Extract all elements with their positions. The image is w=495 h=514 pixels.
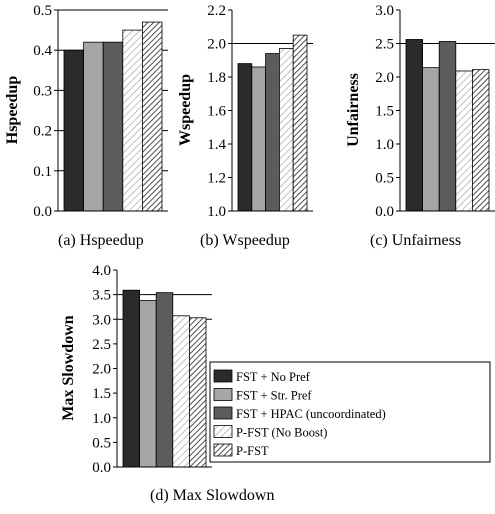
panel-caption: (c) Unfairness (370, 232, 461, 249)
y-tick-label: 1.0 (375, 137, 394, 153)
bar-a-1 (64, 50, 84, 211)
legend-entry: FST + HPAC (uncoordinated) (236, 407, 386, 421)
legend-entry: FST + Str. Pref (236, 389, 312, 403)
y-tick-label: 0.5 (375, 171, 394, 187)
y-tick-label: 1.8 (207, 70, 226, 86)
bar-c-5 (472, 70, 489, 211)
y-tick-label: 1.5 (92, 386, 111, 402)
panel-c: 0.0 0.5 1.0 1.5 2.0 2.5 3.0 Unfairness (c) Unfai… (345, 3, 495, 249)
y-axis-label: Max Slowdown (60, 315, 77, 420)
y-tick-label: 1.4 (207, 137, 226, 153)
legend-entry: FST + No Pref (236, 370, 311, 384)
bar-b-4 (279, 49, 293, 211)
y-tick-label: 0.2 (33, 124, 52, 140)
y-tick-label: 0.5 (33, 3, 52, 19)
y-axis-label: Wspeedup (177, 74, 194, 146)
y-axis-label: Unfairness (345, 73, 362, 147)
bar-d-4 (173, 316, 190, 467)
bar-b-1 (238, 64, 252, 211)
bar-c-2 (423, 68, 440, 211)
panel-a: 0.0 0.1 0.2 0.3 0.4 0.5 Hspeedup (a) Hspeedup (4, 3, 168, 249)
y-tick-label: 3.5 (92, 288, 111, 304)
y-tick-label: 0.3 (33, 83, 52, 99)
legend-swatch (214, 407, 232, 419)
y-tick-label: 0.1 (33, 164, 52, 180)
bar-d-5 (189, 318, 206, 467)
y-tick-label: 3.0 (375, 3, 394, 19)
bar-c-4 (456, 71, 473, 211)
legend-swatch (214, 370, 232, 382)
y-tick-label: 2.0 (92, 362, 111, 378)
bar-d-3 (156, 293, 173, 467)
y-tick-label: 2.5 (375, 37, 394, 53)
bar-a-5 (142, 22, 162, 211)
panel-b: 1.0 1.2 1.4 1.6 1.8 2.0 2.2 Wspeedup (b) Wspeedu… (177, 3, 313, 249)
bar-c-3 (439, 41, 456, 211)
panel-caption: (d) Max Slowdown (150, 487, 274, 504)
legend-entry: P-FST (No Boost) (236, 426, 327, 440)
bar-b-5 (293, 35, 307, 211)
y-tick-label: 0.0 (33, 204, 52, 220)
bar-b-2 (252, 67, 266, 211)
bar-b-3 (266, 54, 280, 211)
y-tick-label: 0.4 (33, 43, 52, 59)
legend-swatch (214, 426, 232, 438)
y-tick-label: 0.0 (92, 460, 111, 476)
bar-d-2 (140, 301, 157, 467)
y-tick-label: 0.0 (375, 204, 394, 220)
y-axis-label: Hspeedup (4, 76, 21, 145)
y-tick-label: 4.0 (92, 263, 111, 279)
y-tick-label: 1.6 (207, 104, 226, 120)
panel-caption: (b) Wspeedup (200, 232, 290, 249)
bar-a-2 (84, 42, 104, 211)
y-tick-label: 1.0 (207, 204, 226, 220)
legend-entry: P-FST (236, 444, 269, 458)
bar-a-3 (103, 42, 123, 211)
y-tick-label: 1.2 (207, 171, 226, 187)
legend-swatch (214, 389, 232, 401)
bar-a-4 (123, 30, 143, 211)
y-tick-label: 3.0 (92, 312, 111, 328)
y-tick-label: 1.0 (92, 411, 111, 427)
legend: FST + No Pref FST + Str. Pref FST + HPAC (… (210, 362, 490, 462)
legend-swatch (214, 444, 232, 456)
y-tick-label: 2.0 (375, 70, 394, 86)
y-tick-label: 2.0 (207, 37, 226, 53)
y-tick-label: 2.5 (92, 337, 111, 353)
bar-d-1 (123, 290, 140, 467)
y-tick-label: 0.5 (92, 435, 111, 451)
y-tick-label: 1.5 (375, 104, 394, 120)
y-tick-label: 2.2 (207, 3, 226, 19)
panel-caption: (a) Hspeedup (58, 232, 144, 249)
bar-c-1 (406, 39, 423, 211)
